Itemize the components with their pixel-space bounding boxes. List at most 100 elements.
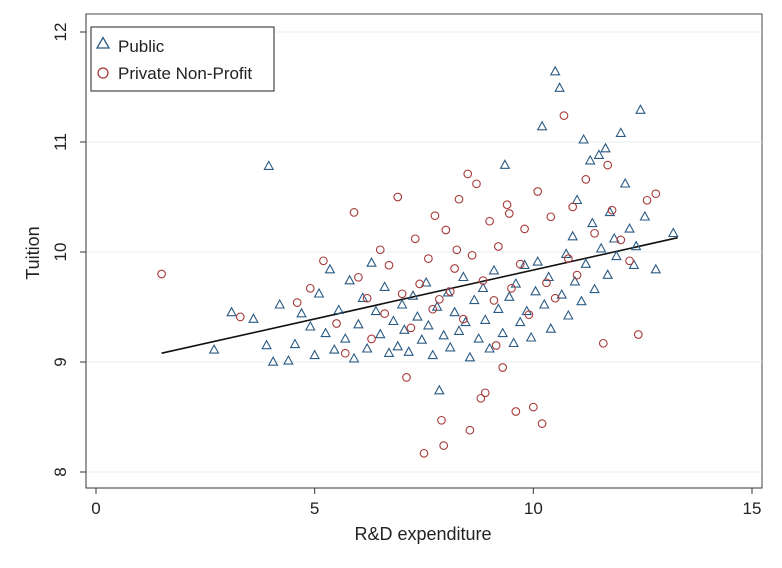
- private-point: [452, 245, 462, 255]
- public-point: [624, 222, 635, 233]
- public-point: [248, 313, 259, 323]
- public-point: [604, 206, 616, 217]
- axis-ticks: 8 9 10 11 12 0 5 10 15: [51, 23, 761, 518]
- private-point: [430, 211, 440, 221]
- public-point: [479, 314, 491, 324]
- private-point: [467, 250, 477, 260]
- public-point: [536, 120, 548, 131]
- public-point: [267, 356, 279, 366]
- public-point: [383, 347, 395, 357]
- public-point: [473, 332, 484, 343]
- public-point: [615, 127, 627, 137]
- private-point: [598, 338, 608, 348]
- public-point: [444, 341, 456, 352]
- private-point: [491, 341, 501, 350]
- public-point: [464, 351, 476, 362]
- private-point: [524, 310, 534, 320]
- public-point: [545, 323, 557, 333]
- public-point: [420, 276, 432, 287]
- private-point: [472, 179, 481, 189]
- public-point: [370, 305, 382, 316]
- public-point: [453, 325, 465, 335]
- private-point: [235, 312, 245, 322]
- public-point: [639, 210, 651, 221]
- public-point: [226, 306, 237, 317]
- public-point: [396, 298, 408, 309]
- public-point: [361, 342, 373, 353]
- private-point: [542, 278, 551, 288]
- public-point: [427, 349, 439, 360]
- private-point: [603, 160, 613, 170]
- public-point: [519, 259, 530, 269]
- public-point: [289, 338, 301, 349]
- public-point: [602, 269, 614, 279]
- private-point: [402, 373, 411, 382]
- public-point: [587, 217, 598, 228]
- public-point: [580, 258, 592, 268]
- private-point: [559, 111, 569, 120]
- public-point: [562, 309, 574, 320]
- private-point: [480, 388, 490, 398]
- private-point: [485, 216, 494, 226]
- private-point: [157, 269, 166, 279]
- private-point: [607, 205, 617, 215]
- private-point: [354, 272, 363, 282]
- public-point: [530, 285, 541, 296]
- public-point: [348, 352, 360, 363]
- public-point: [357, 292, 369, 302]
- private-point: [332, 319, 341, 328]
- public-point: [398, 324, 410, 334]
- private-point: [478, 276, 488, 285]
- fit-line-group: [161, 236, 678, 354]
- public-point: [388, 315, 399, 326]
- legend-circle-icon: [97, 67, 109, 79]
- private-point: [439, 441, 449, 450]
- plot-area: [85, 13, 763, 489]
- private-point: [437, 415, 446, 425]
- public-point: [635, 104, 646, 114]
- private-point: [292, 298, 302, 307]
- legend-label-private: Private Non-Profit: [118, 64, 252, 83]
- private-point: [511, 407, 521, 416]
- public-point: [261, 339, 272, 350]
- private-point: [434, 294, 444, 304]
- private-point: [463, 169, 473, 179]
- private-point: [498, 363, 508, 372]
- public-point: [630, 240, 642, 251]
- public-point: [650, 263, 662, 274]
- private-point: [515, 259, 525, 269]
- private-point: [410, 234, 420, 244]
- private-point: [384, 260, 394, 270]
- legend-triangle-icon: [95, 36, 111, 49]
- data-points: [157, 65, 679, 458]
- private-point: [424, 254, 433, 263]
- private-point: [441, 225, 451, 235]
- public-point: [503, 291, 515, 301]
- private-point: [340, 348, 350, 358]
- public-point: [554, 82, 565, 92]
- private-point: [367, 334, 376, 344]
- fit-line: [161, 236, 678, 354]
- private-point: [349, 208, 359, 217]
- public-point: [296, 307, 307, 318]
- private-point: [393, 192, 403, 202]
- public-point: [309, 349, 320, 360]
- x-tick-label: 5: [310, 499, 319, 518]
- public-point: [560, 248, 572, 258]
- public-point: [403, 346, 415, 356]
- private-point: [476, 393, 486, 403]
- private-point: [319, 256, 328, 266]
- public-point: [611, 250, 622, 261]
- public-point: [510, 277, 522, 288]
- private-point: [465, 425, 475, 435]
- public-point: [567, 230, 579, 241]
- private-point: [616, 235, 626, 245]
- private-point: [563, 254, 573, 263]
- public-point: [543, 271, 554, 282]
- public-point: [353, 318, 364, 329]
- public-point: [263, 160, 275, 170]
- public-point: [366, 257, 377, 267]
- public-point: [549, 65, 561, 76]
- private-point: [419, 448, 429, 458]
- public-point: [433, 384, 445, 395]
